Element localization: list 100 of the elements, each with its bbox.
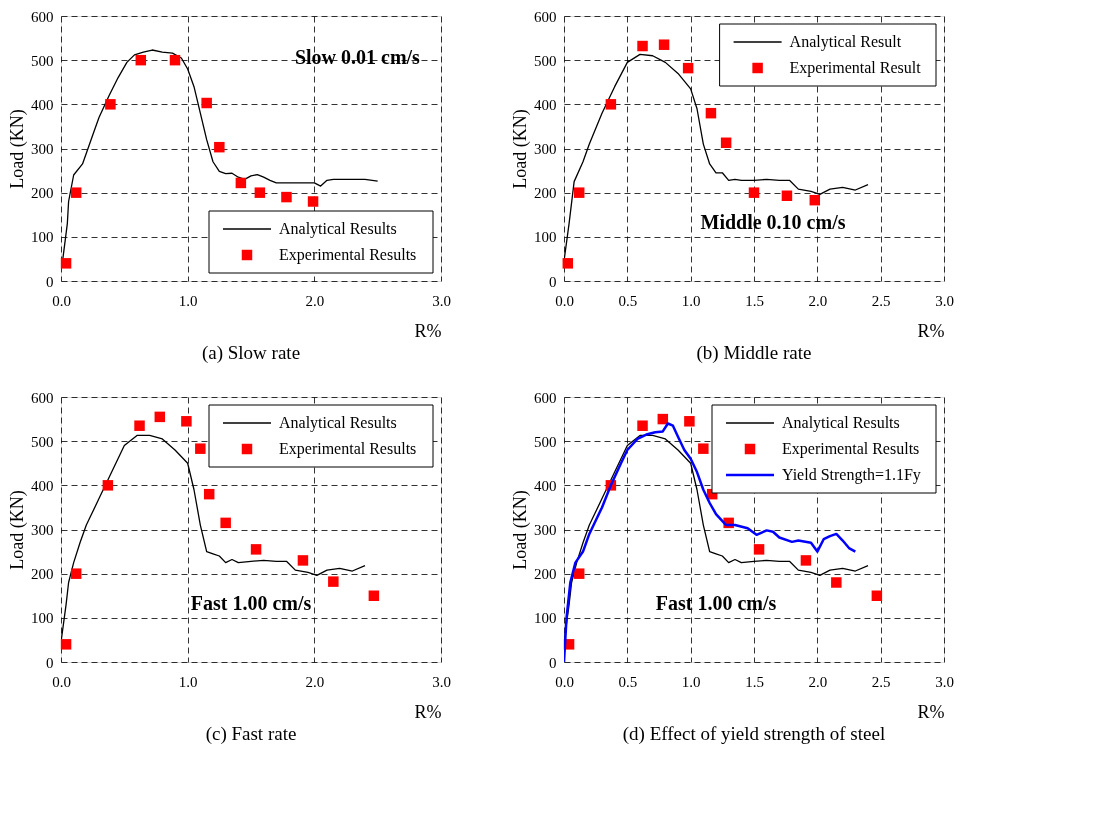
y-tick-label: 100 — [31, 610, 54, 627]
y-tick-label: 0 — [549, 654, 557, 671]
y-tick-label: 400 — [534, 96, 557, 113]
x-tick-label: 2.0 — [808, 673, 828, 690]
legend-label: Yield Strength=1.1Fy — [782, 466, 921, 484]
x-tick-label: 1.0 — [681, 292, 701, 309]
legend-label: Experimental Results — [279, 440, 417, 458]
x-axis-title: R% — [917, 701, 945, 722]
x-axis-title: R% — [414, 701, 442, 722]
x-tick-label: 0.0 — [555, 673, 574, 690]
legend-label: Analytical Results — [279, 414, 397, 432]
point — [562, 258, 574, 269]
point — [201, 97, 212, 109]
annotation: Slow 0.01 cm/s — [294, 46, 421, 69]
point — [720, 137, 732, 148]
y-tick-label: 300 — [31, 141, 54, 157]
point — [800, 555, 812, 566]
point — [105, 99, 116, 110]
y-tick-label: 500 — [534, 52, 557, 69]
y-axis-title: Load (KN) — [7, 109, 28, 189]
annotation: Middle 0.10 cm/s — [700, 210, 846, 233]
legend-label: Analytical Results — [279, 220, 397, 238]
x-tick-label: 0.5 — [618, 292, 638, 309]
point — [753, 544, 765, 555]
point — [254, 187, 266, 198]
x-axis-title: R% — [414, 320, 442, 341]
x-tick-label: 2.0 — [808, 292, 828, 309]
point — [70, 187, 82, 198]
y-tick-label: 0 — [549, 273, 557, 290]
x-tick-label: 1.5 — [745, 673, 764, 690]
point — [871, 590, 883, 601]
annotation: Fast 1.00 cm/s — [190, 591, 312, 614]
y-tick-label: 400 — [31, 477, 54, 494]
y-tick-label: 400 — [31, 96, 54, 113]
legend-label: Experimental Result — [789, 59, 922, 77]
point — [307, 196, 319, 207]
point — [281, 191, 292, 203]
y-tick-label: 500 — [31, 52, 54, 69]
point — [134, 420, 145, 431]
point — [698, 443, 709, 454]
point — [102, 480, 114, 491]
y-tick-label: 300 — [534, 522, 557, 538]
point — [658, 39, 670, 50]
point — [682, 62, 694, 74]
point — [203, 488, 215, 500]
x-tick-label: 2.0 — [305, 292, 325, 309]
x-tick-label: 3.0 — [935, 292, 954, 309]
annotation: Fast 1.00 cm/s — [655, 591, 777, 614]
x-tick-label: 1.0 — [178, 292, 198, 309]
x-tick-label: 0.0 — [555, 292, 574, 309]
y-tick-label: 200 — [31, 185, 54, 202]
point — [831, 577, 842, 588]
point — [637, 40, 648, 52]
point — [235, 177, 247, 189]
text: (a) Slow rate — [201, 342, 301, 364]
y-tick-label: 600 — [534, 389, 557, 406]
text: (c) Fast rate — [205, 723, 297, 745]
y-axis-title: Load (KN) — [510, 109, 531, 189]
x-tick-label: 2.5 — [871, 292, 891, 309]
x-tick-label: 0.0 — [52, 292, 71, 309]
y-tick-label: 300 — [534, 141, 557, 157]
point — [605, 99, 617, 110]
legend-label: Experimental Results — [279, 246, 417, 264]
y-tick-label: 0 — [46, 654, 54, 671]
legend-label: Experimental Results — [782, 440, 920, 458]
point — [809, 194, 821, 206]
y-tick-label: 0 — [46, 273, 54, 290]
y-tick-label: 300 — [31, 522, 54, 538]
point — [297, 555, 309, 566]
point — [705, 107, 717, 119]
x-tick-label: 0.5 — [618, 673, 638, 690]
x-tick-label: 1.0 — [178, 673, 198, 690]
point — [637, 420, 648, 431]
y-tick-label: 400 — [534, 477, 557, 494]
legend-label: Analytical Result — [789, 33, 902, 51]
point — [781, 190, 793, 201]
x-tick-label: 1.5 — [745, 292, 764, 309]
x-tick-label: 3.0 — [432, 292, 451, 309]
point — [214, 141, 225, 153]
point — [60, 258, 72, 269]
y-tick-label: 200 — [534, 566, 557, 583]
point — [70, 568, 82, 579]
point — [573, 568, 585, 579]
y-axis-title: Load (KN) — [510, 490, 531, 570]
point — [154, 411, 166, 423]
y-tick-label: 200 — [31, 566, 54, 583]
point — [250, 544, 262, 555]
y-axis-title: Load (KN) — [7, 490, 28, 570]
y-tick-label: 100 — [31, 229, 54, 246]
x-tick-label: 2.0 — [305, 673, 325, 690]
y-tick-label: 600 — [31, 8, 54, 25]
point — [573, 187, 585, 198]
x-tick-label: 2.5 — [871, 673, 891, 690]
y-tick-label: 100 — [534, 229, 557, 246]
point — [684, 416, 695, 427]
point — [195, 443, 206, 454]
legend-label: Analytical Results — [782, 414, 900, 432]
y-tick-label: 500 — [534, 433, 557, 450]
y-tick-label: 600 — [31, 389, 54, 406]
x-tick-label: 1.0 — [681, 673, 701, 690]
